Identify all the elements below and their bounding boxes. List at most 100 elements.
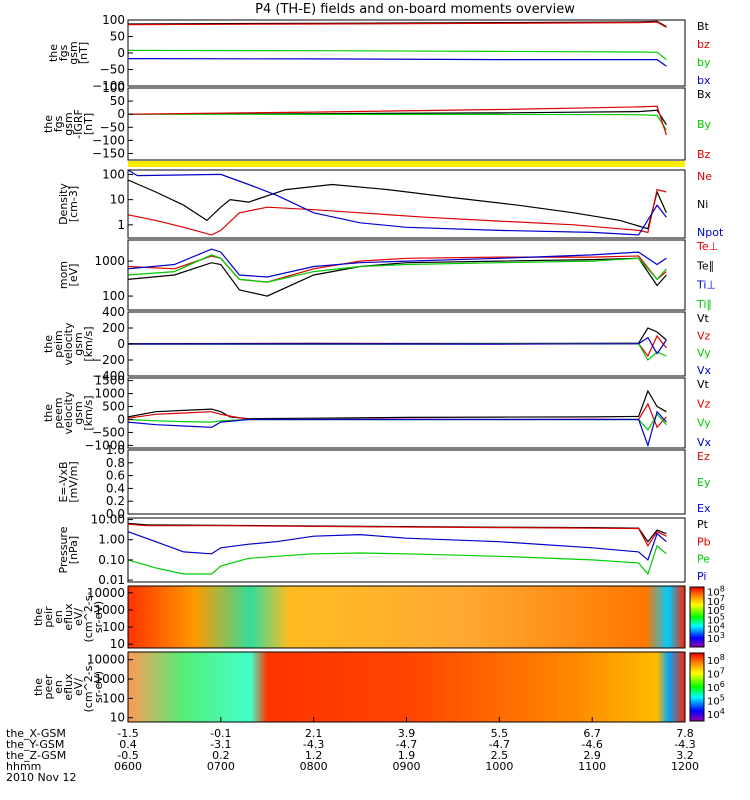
y-tick-label: 200 (102, 321, 125, 335)
y-tick-label: −100 (92, 79, 125, 93)
ephemeris-value: 2.5 (491, 749, 509, 762)
y-axis-label-line: peer (42, 674, 55, 700)
series-line-Vx (127, 410, 667, 448)
panel-3: 100 10 1 Density[cm-3] Ne Ni Npot (57, 167, 724, 239)
ephemeris-value: 2.1 (305, 727, 323, 740)
ephemeris-value: 5.5 (491, 727, 509, 740)
ephemeris-value: -0.1 (210, 727, 231, 740)
series-line-bx (127, 57, 667, 67)
status-bar (128, 161, 685, 167)
legend-entry: Ex (697, 502, 711, 515)
panel-background (128, 378, 685, 448)
legend-entry: Ni (697, 198, 708, 211)
legend-entry: bz (697, 38, 710, 51)
ephemeris-value: 7.8 (676, 727, 694, 740)
ephemeris-value: -0.5 (117, 749, 138, 762)
ephemeris-value: -1.5 (117, 727, 138, 740)
legend-entry: Ti∥ (696, 298, 712, 311)
y-axis-label-line: en (52, 680, 65, 694)
series-line-by (127, 49, 667, 61)
series-line-Ne (127, 188, 667, 236)
spectrogram-1 (128, 586, 685, 648)
panel-7: 1.00.80.60.40.20.0 E=-VxB[mV/m] Ez Ey Ex (57, 443, 711, 521)
panel-background (128, 20, 685, 86)
y-axis-label-line: Pressure (57, 526, 70, 573)
y-axis-label-line: the (47, 44, 60, 62)
ephemeris-value: 0700 (207, 760, 235, 773)
y-axis-label-line: E=-VxB (57, 461, 70, 502)
y-tick-label: 0 (117, 337, 125, 351)
y-axis-label-line: [cm-3] (67, 186, 80, 222)
y-tick-label: 1500 (94, 374, 125, 388)
y-tick-label: 10 (110, 193, 125, 207)
panel-frame (127, 239, 686, 311)
y-axis-label-line: -IGRF (72, 109, 85, 139)
y-axis-label-line: the (42, 335, 55, 353)
legend-entry: Pb (697, 535, 711, 548)
colorbar (689, 586, 705, 648)
y-tick-label: 500 (102, 400, 125, 414)
y-axis-label-line: peim (52, 330, 65, 358)
y-axis-label-line: [mV/m] (67, 461, 80, 502)
legend-entry: Vy (697, 417, 711, 430)
y-tick-label: 1000 (94, 603, 125, 617)
ephemeris-value: 1.2 (305, 749, 323, 762)
y-tick-label: 100 (102, 13, 125, 27)
y-tick-label: 10 (110, 637, 125, 651)
panel-9: 10810710610510410310000100010010thepeire… (32, 585, 725, 652)
y-axis-label-line: eV/ (72, 608, 85, 626)
legend-entry: Pe (697, 553, 710, 566)
y-tick-label: 400 (102, 305, 125, 319)
legend-entry: Vt (697, 312, 710, 325)
colorbar-tick-label: 103 (707, 631, 725, 645)
y-axis-label-line: en (52, 610, 65, 624)
legend-entry: Bt (697, 20, 710, 33)
y-tick-label: −150 (92, 146, 125, 160)
series-line-Vx (128, 336, 667, 355)
panels-group: 100500−50−100thefgsgsm[nT]Btbzbybx100500… (32, 13, 725, 725)
panel-frame (127, 585, 686, 649)
ephemeris-row-label: the_Z-GSM (6, 749, 66, 762)
y-tick-label: 10000 (87, 586, 125, 600)
y-tick-label: 1.00 (98, 533, 125, 547)
series-line-Ti⊥ (127, 248, 667, 278)
legend-entry: Vx (697, 436, 712, 449)
y-axis-label-line: sr-eV) (92, 601, 105, 633)
spectrogram-2 (128, 652, 685, 722)
panel-4: 1000 100 mom[eV] Te⊥ Te∥ Ti⊥ Ti∥ (57, 239, 718, 311)
y-axis-label-line: peir (42, 606, 55, 628)
y-axis-label-line: Density (57, 183, 70, 225)
panel-background (128, 88, 685, 160)
legend-entry: Npot (697, 226, 724, 239)
panel-frame (127, 517, 686, 583)
legend-entry: bx (697, 74, 711, 87)
y-axis-label-line: the (42, 115, 55, 133)
y-tick-label: 1 (117, 218, 125, 232)
panel-background (128, 240, 685, 310)
y-axis-label-line: peem (52, 397, 65, 428)
y-axis-label-line: gsm (72, 332, 85, 355)
y-tick-label: −500 (92, 425, 125, 439)
y-axis-label-line: eflux (62, 673, 75, 701)
y-axis-label-line: [nT] (77, 42, 90, 64)
series-line-Ti∥ (127, 254, 667, 283)
y-axis-label-line: eV/ (72, 678, 85, 696)
legend-entry: Vz (697, 329, 711, 342)
ephemeris-value: 0900 (393, 760, 421, 773)
series-line-bz (127, 21, 667, 28)
y-axis-label-line: [km/s] (82, 326, 95, 361)
y-axis-label-line: (cm^2-s- (82, 592, 95, 643)
legend-entry: Ey (697, 476, 711, 489)
y-tick-label: 10 (110, 711, 125, 725)
legend-entry: Te∥ (696, 259, 714, 272)
panel-frame (127, 449, 686, 515)
y-axis-label-line: the (32, 608, 45, 626)
y-tick-label: 100 (102, 691, 125, 705)
colorbar-tick-label: 107 (707, 666, 725, 680)
legend-entry: By (697, 118, 712, 131)
y-axis-label-line: [eV] (67, 264, 80, 287)
y-axis-label-line: gsm (72, 401, 85, 424)
